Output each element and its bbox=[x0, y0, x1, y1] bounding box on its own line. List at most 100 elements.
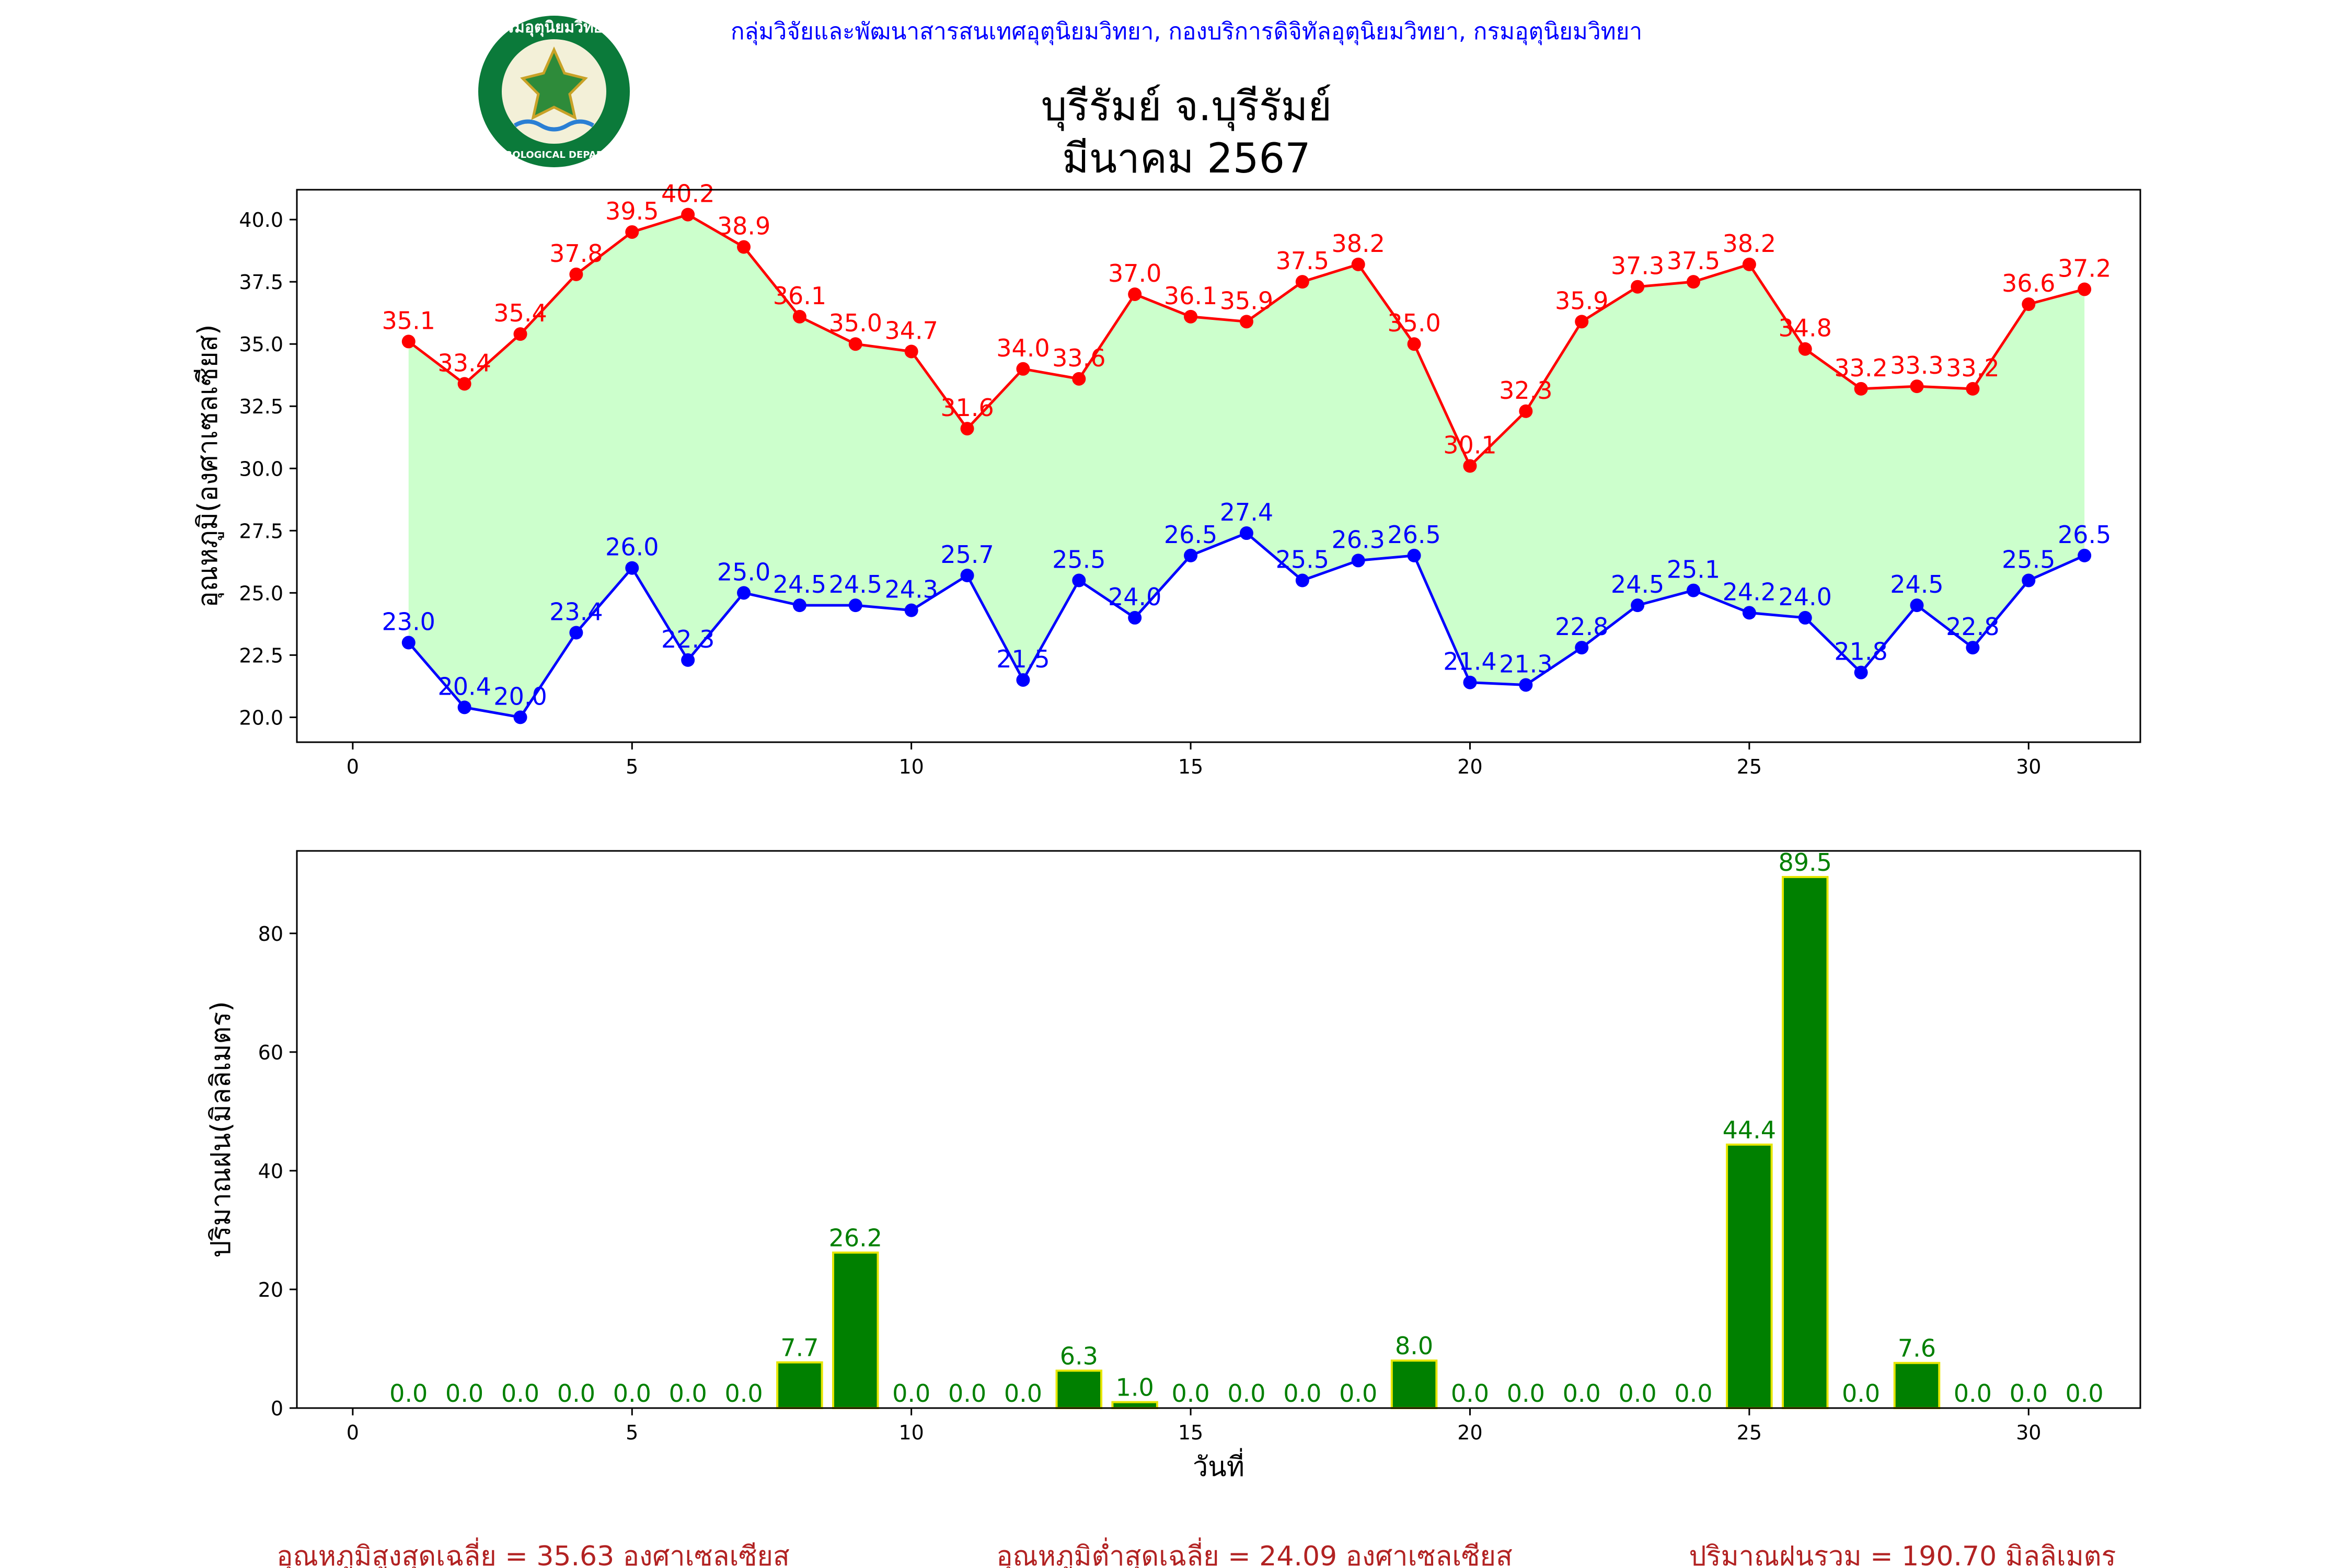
max-temperature-point bbox=[513, 327, 527, 341]
max-temperature-point bbox=[1519, 404, 1533, 418]
max-temperature-point bbox=[792, 309, 806, 324]
rain-value-label: 0.0 bbox=[1227, 1379, 1265, 1408]
rain-value-label: 0.0 bbox=[1674, 1379, 1712, 1408]
max-temperature-label: 37.5 bbox=[1276, 247, 1329, 275]
rain-value-label: 0.0 bbox=[1954, 1379, 1992, 1408]
rain-bar bbox=[832, 1251, 879, 1410]
rain-value-label: 0.0 bbox=[1842, 1379, 1880, 1408]
max-temperature-label: 33.2 bbox=[1834, 354, 1887, 382]
max-temperature-label: 37.8 bbox=[549, 239, 603, 268]
min-temperature-point bbox=[1966, 641, 1980, 655]
temperature-y-tick-label: 40.0 bbox=[239, 209, 283, 232]
min-temperature-label: 20.0 bbox=[493, 682, 547, 710]
min-temperature-point bbox=[2078, 548, 2092, 562]
min-temperature-label: 24.5 bbox=[829, 570, 882, 598]
min-temperature-point bbox=[1016, 673, 1030, 687]
max-temperature-point bbox=[1742, 257, 1756, 271]
rain-value-label: 0.0 bbox=[445, 1379, 483, 1408]
max-temperature-point bbox=[457, 377, 471, 391]
rain-value-label: 0.0 bbox=[501, 1379, 539, 1408]
max-temperature-label: 35.0 bbox=[1387, 309, 1440, 337]
min-temperature-label: 25.5 bbox=[1276, 546, 1329, 574]
max-temperature-label: 38.2 bbox=[1723, 229, 1776, 258]
temperature-x-tick-label: 30 bbox=[2016, 755, 2041, 778]
max-temperature-point bbox=[1184, 309, 1198, 324]
min-temperature-point bbox=[1128, 610, 1142, 625]
rain-value-label: 1.0 bbox=[1116, 1374, 1154, 1402]
avg-max-summary: อุณหภูมิสูงสุดเฉลี่ย = 35.63 องศาเซลเซีย… bbox=[276, 1537, 790, 1568]
total-rain-summary: ปริมาณฝนรวม = 190.70 มิลลิเมตร bbox=[1689, 1541, 2116, 1568]
max-temperature-point bbox=[569, 267, 583, 281]
min-temperature-label: 26.5 bbox=[1387, 521, 1440, 549]
min-temperature-label: 22.8 bbox=[1555, 613, 1608, 641]
temperature-y-tick-label: 20.0 bbox=[239, 706, 283, 729]
max-temperature-label: 35.9 bbox=[1555, 286, 1608, 315]
min-temperature-label: 20.4 bbox=[437, 672, 491, 700]
temperature-y-tick-label: 22.5 bbox=[239, 644, 283, 667]
rain-value-label: 44.4 bbox=[1723, 1116, 1776, 1144]
min-temperature-label: 26.0 bbox=[605, 533, 659, 561]
max-temperature-label: 34.0 bbox=[996, 334, 1050, 362]
rain-value-label: 0.0 bbox=[724, 1379, 763, 1408]
min-temperature-point bbox=[1295, 573, 1309, 587]
min-temperature-label: 26.5 bbox=[2058, 521, 2111, 549]
max-temperature-point bbox=[737, 240, 751, 254]
max-temperature-label: 34.8 bbox=[1779, 314, 1832, 342]
min-temperature-point bbox=[1742, 606, 1756, 620]
max-temperature-label: 37.0 bbox=[1108, 259, 1161, 287]
min-temperature-label: 25.0 bbox=[717, 558, 770, 586]
max-temperature-point bbox=[401, 335, 416, 349]
temperature-plot-frame bbox=[296, 189, 2141, 743]
min-temperature-point bbox=[1686, 583, 1700, 597]
temperature-y-tick-label: 35.0 bbox=[239, 333, 283, 356]
max-temperature-label: 38.2 bbox=[1331, 229, 1385, 258]
min-temperature-point bbox=[1798, 610, 1812, 625]
min-temperature-label: 22.8 bbox=[1946, 613, 1999, 641]
rain-value-label: 26.2 bbox=[829, 1224, 882, 1252]
max-temperature-point bbox=[1295, 275, 1309, 289]
max-temperature-label: 36.1 bbox=[1164, 282, 1217, 310]
temperature-x-tick-label: 15 bbox=[1178, 755, 1203, 778]
rain-value-label: 0.0 bbox=[1451, 1379, 1489, 1408]
rain-x-axis-label: วันที่ bbox=[1193, 1448, 1244, 1483]
rain-value-label: 0.0 bbox=[389, 1379, 428, 1408]
rain-value-label: 0.0 bbox=[2066, 1379, 2104, 1408]
max-temperature-point bbox=[1239, 315, 1253, 329]
max-temperature-point bbox=[1631, 280, 1645, 294]
rain-x-tick-label: 10 bbox=[898, 1421, 924, 1444]
max-temperature-label: 36.1 bbox=[773, 282, 826, 310]
logo-top-text: กรมอุตุนิยมวิทยา bbox=[497, 18, 612, 37]
max-temperature-point bbox=[1854, 382, 1868, 396]
rain-value-label: 0.0 bbox=[948, 1379, 986, 1408]
min-temperature-point bbox=[1239, 526, 1253, 540]
min-temperature-label: 25.7 bbox=[940, 540, 994, 569]
max-temperature-point bbox=[1575, 315, 1589, 329]
max-temperature-label: 33.6 bbox=[1052, 344, 1105, 372]
rain-x-tick-label: 25 bbox=[1737, 1421, 1762, 1444]
min-temperature-point bbox=[569, 626, 583, 640]
min-temperature-point bbox=[1463, 675, 1477, 689]
max-temperature-label: 33.2 bbox=[1946, 354, 1999, 382]
rainfall-chart: 0.0 0.0 0.0 0.0 0.0 0.0 0.0 7.7 26.2 0.0 0.0 0.0 6.3… bbox=[205, 848, 2141, 1483]
rain-value-label: 0.0 bbox=[557, 1379, 595, 1408]
min-temperature-point bbox=[792, 598, 806, 613]
rain-value-label: 0.0 bbox=[1171, 1379, 1209, 1408]
rain-value-label: 8.0 bbox=[1395, 1332, 1433, 1360]
max-temperature-point bbox=[1686, 275, 1700, 289]
rain-x-tick-label: 5 bbox=[626, 1421, 638, 1444]
rain-value-label: 0.0 bbox=[892, 1379, 930, 1408]
min-temperature-label: 21.8 bbox=[1834, 638, 1887, 666]
max-temperature-point bbox=[1128, 287, 1142, 301]
min-temperature-label: 23.0 bbox=[382, 608, 435, 636]
avg-min-summary: อุณหภูมิต่ำสุดเฉลี่ย = 24.09 องศาเซลเซีย… bbox=[996, 1537, 1512, 1568]
min-temperature-point bbox=[401, 636, 416, 650]
station-title: บุรีรัมย์ จ.บุรีรัมย์ bbox=[1041, 83, 1332, 131]
max-temperature-label: 40.2 bbox=[661, 180, 714, 208]
min-temperature-point bbox=[2022, 573, 2036, 587]
logo-bottom-text: METEOROLOGICAL DEPARTMENT bbox=[468, 149, 640, 160]
min-temperature-label: 24.2 bbox=[1723, 578, 1776, 606]
temperature-x-tick-label: 25 bbox=[1737, 755, 1762, 778]
temperature-y-axis-label: อุณหภูมิ(องศาเซลเซียส) bbox=[192, 325, 224, 608]
max-temperature-point bbox=[681, 207, 695, 222]
